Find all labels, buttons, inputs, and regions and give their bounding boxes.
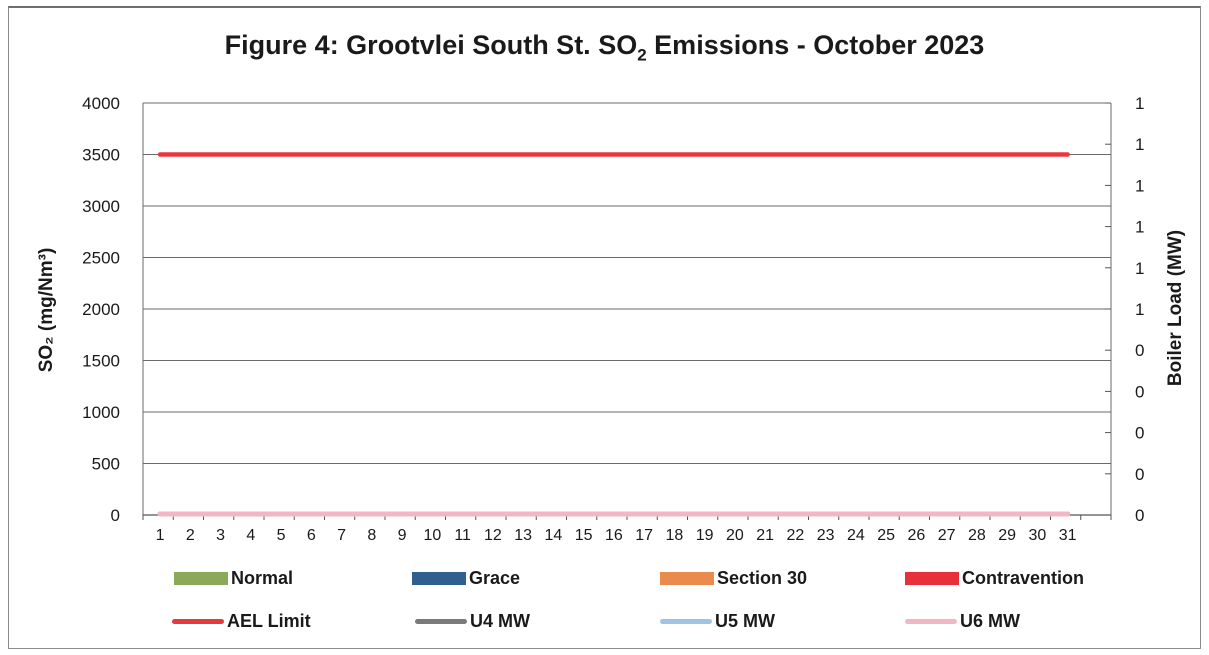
x-tick-label: 13 (514, 527, 532, 544)
chart-title: Figure 4: Grootvlei South St. SO2 Emissi… (224, 30, 985, 65)
chart-legend: Normal Grace Section 30 Contravention AEL Li… (0, 560, 1209, 640)
x-tick-label: 18 (665, 527, 683, 544)
x-tick-label: 26 (907, 527, 925, 544)
y-axis-ticks: 0 500 1000 1500 2000 2500 3000 3500 4000 (82, 94, 120, 525)
legend-label: Grace (469, 568, 521, 588)
y2-tick-label: 1 (1135, 176, 1144, 195)
x-tick-label: 21 (756, 527, 774, 544)
y-tick-label: 3500 (82, 146, 120, 165)
x-tick-label: 15 (575, 527, 593, 544)
gridlines (142, 102, 1112, 516)
x-tick-label: 12 (484, 527, 502, 544)
x-axis-ticks: 1 2 3 4 5 6 7 8 9 10 11 12 13 14 15 16 17 18 19 20 21 22 23 24 2… (142, 515, 1112, 544)
x-tick-label: 30 (1028, 527, 1046, 544)
x-tick-label: 29 (998, 527, 1016, 544)
y2-tick-label: 1 (1135, 218, 1144, 237)
x-tick-label: 5 (277, 527, 286, 544)
x-tick-label: 6 (307, 527, 316, 544)
y-tick-label: 500 (92, 455, 120, 474)
y2-tick-label: 0 (1135, 382, 1144, 401)
x-tick-label: 20 (726, 527, 744, 544)
legend-swatch (905, 572, 959, 585)
y-tick-label: 2000 (82, 300, 120, 319)
x-tick-label: 8 (367, 527, 376, 544)
y2-axis-ticks: 0 0 0 0 0 1 1 1 1 1 1 (1105, 94, 1144, 525)
x-tick-label: 3 (216, 527, 225, 544)
y2-tick-label: 0 (1135, 424, 1144, 443)
x-tick-label: 16 (605, 527, 623, 544)
legend-label: U5 MW (715, 611, 775, 631)
y-tick-label: 1000 (82, 403, 120, 422)
series-lines (157, 152, 1071, 517)
y2-tick-label: 1 (1135, 259, 1144, 278)
x-tick-label: 7 (337, 527, 346, 544)
x-tick-label: 19 (696, 527, 714, 544)
legend-item: U5 MW (660, 611, 775, 632)
legend-label: U6 MW (960, 611, 1020, 631)
y-axis-label: SO₂ (mg/Nm³) (36, 248, 57, 373)
legend-label: Section 30 (717, 568, 808, 588)
y-tick-label: 1500 (82, 352, 120, 371)
x-tick-label: 10 (423, 527, 441, 544)
x-tick-label: 25 (877, 527, 895, 544)
legend-swatch (412, 572, 466, 585)
y2-tick-label: 1 (1135, 135, 1144, 154)
x-tick-label: 11 (454, 527, 471, 544)
y2-tick-label: 0 (1135, 506, 1144, 525)
legend-item: Contravention (905, 568, 1084, 589)
y2-axis-label: Boiler Load (MW) (1165, 230, 1186, 386)
legend-swatch (660, 572, 714, 585)
y2-tick-label: 1 (1135, 300, 1144, 319)
legend-label: AEL Limit (227, 611, 311, 631)
legend-item: Section 30 (660, 568, 807, 589)
x-tick-label: 24 (847, 527, 865, 544)
legend-item: U4 MW (415, 611, 530, 632)
x-tick-label: 23 (817, 527, 835, 544)
x-tick-label: 17 (635, 527, 653, 544)
x-tick-label: 1 (156, 527, 165, 544)
legend-item: U6 MW (905, 611, 1020, 632)
x-tick-label: 31 (1059, 527, 1077, 544)
legend-item: AEL Limit (172, 611, 311, 632)
x-tick-label: 22 (786, 527, 804, 544)
legend-label: U4 MW (470, 611, 530, 631)
legend-swatch (660, 619, 712, 624)
x-tick-label: 2 (186, 527, 195, 544)
x-tick-label: 9 (398, 527, 407, 544)
legend-item: Grace (412, 568, 520, 589)
y-tick-label: 3000 (82, 197, 120, 216)
x-tick-label: 14 (544, 527, 562, 544)
x-tick-label: 4 (246, 527, 255, 544)
legend-swatch (174, 572, 228, 585)
chart-frame (8, 6, 1201, 649)
x-tick-label: 27 (938, 527, 956, 544)
y-tick-label: 2500 (82, 249, 120, 268)
y-tick-label: 4000 (82, 94, 120, 113)
x-tick-label: 28 (968, 527, 986, 544)
legend-swatch (415, 619, 467, 624)
y-tick-label: 0 (111, 506, 120, 525)
legend-label: Normal (231, 568, 294, 588)
y2-tick-label: 1 (1135, 94, 1144, 113)
y2-tick-label: 0 (1135, 465, 1144, 484)
legend-swatch (172, 619, 224, 624)
legend-swatch (905, 619, 957, 624)
y2-tick-label: 0 (1135, 341, 1144, 360)
legend-item: Normal (174, 568, 293, 589)
legend-label: Contravention (962, 568, 1085, 588)
